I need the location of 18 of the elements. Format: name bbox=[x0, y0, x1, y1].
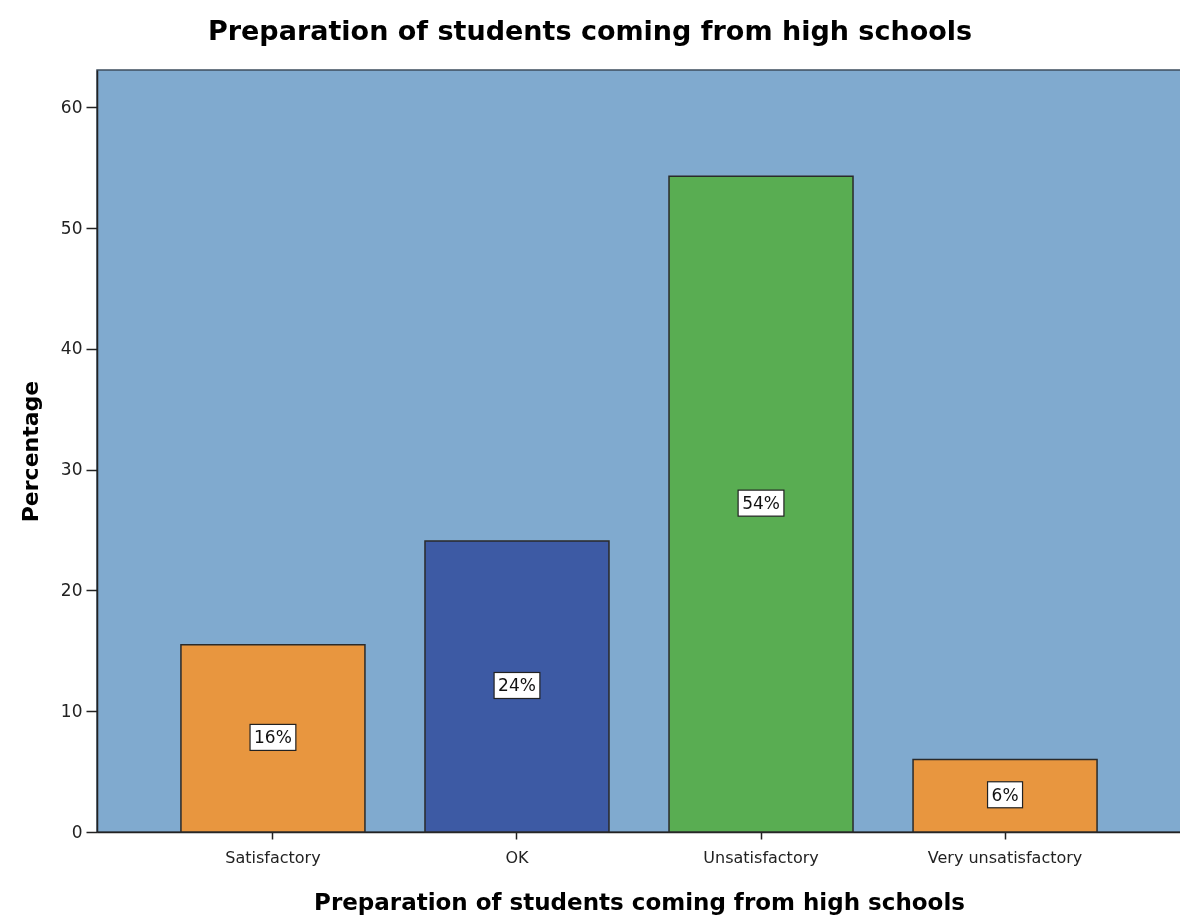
data-label: 54% bbox=[742, 493, 780, 514]
y-tick-label: 50 bbox=[60, 217, 83, 238]
data-label: 16% bbox=[254, 727, 292, 748]
chart-title: Preparation of students coming from high schools bbox=[207, 15, 973, 46]
y-tick-label: 60 bbox=[60, 96, 83, 117]
x-tick-label: Satisfactory bbox=[225, 847, 321, 867]
x-tick-label: Unsatisfactory bbox=[703, 847, 819, 867]
y-tick-label: 40 bbox=[60, 338, 83, 359]
x-tick-label: OK bbox=[505, 847, 530, 867]
x-axis-title: Preparation of students coming from high schools bbox=[314, 888, 965, 915]
y-tick-label: 10 bbox=[60, 700, 83, 721]
y-tick-label: 30 bbox=[60, 459, 83, 480]
y-tick-label: 20 bbox=[60, 579, 83, 600]
x-tick-label: Very unsatisfactory bbox=[927, 847, 1083, 867]
data-label: 6% bbox=[991, 784, 1019, 805]
y-tick-label: 0 bbox=[71, 821, 83, 842]
data-label: 24% bbox=[498, 675, 536, 696]
y-axis-title: Percentage bbox=[17, 380, 43, 523]
